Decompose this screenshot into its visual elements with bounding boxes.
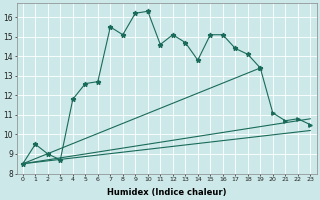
X-axis label: Humidex (Indice chaleur): Humidex (Indice chaleur): [107, 188, 226, 197]
